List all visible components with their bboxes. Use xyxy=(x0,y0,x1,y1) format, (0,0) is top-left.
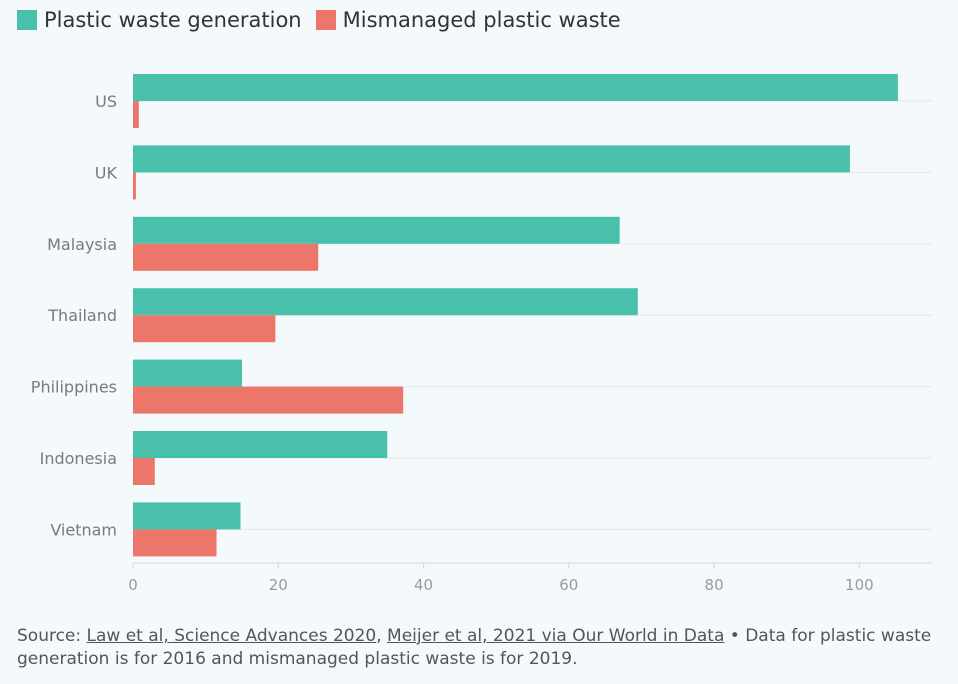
bar-chart: 0 20 40 60 80 100 US UK Malaysia Thailand Philippi… xyxy=(31,74,932,594)
legend-label-mismanaged: Mismanaged plastic waste xyxy=(342,8,621,32)
legend-swatch-mismanaged xyxy=(315,10,336,30)
x-tick-label: 20 xyxy=(269,576,288,594)
bar-mismanaged xyxy=(133,315,276,343)
x-tick-label: 0 xyxy=(128,576,138,594)
bar-generation xyxy=(133,288,638,316)
bar-generation xyxy=(133,145,850,173)
x-tick-label: 80 xyxy=(705,576,724,594)
bar-generation xyxy=(133,431,388,458)
legend-item-mismanaged-plastic-waste[interactable]: Mismanaged plastic waste xyxy=(315,8,621,32)
category-label: Indonesia xyxy=(40,449,117,468)
bar-mismanaged xyxy=(133,101,139,128)
legend-item-plastic-waste-generation[interactable]: Plastic waste generation xyxy=(17,8,302,32)
bar-mismanaged xyxy=(133,172,136,200)
bar-mismanaged xyxy=(133,386,404,414)
bar-generation xyxy=(133,74,898,101)
bar-generation xyxy=(133,216,620,244)
source-separator: , xyxy=(376,626,388,646)
category-label: Malaysia xyxy=(47,235,117,254)
source-link-meijer[interactable]: Meijer et al, 2021 via Our World in Data xyxy=(387,626,725,646)
bar-generation xyxy=(133,359,242,387)
bar-mismanaged xyxy=(133,529,217,557)
legend-label-generation: Plastic waste generation xyxy=(44,8,302,32)
x-tick-label: 60 xyxy=(559,576,578,594)
source-link-law[interactable]: Law et al, Science Advances 2020 xyxy=(86,626,377,646)
x-tick-label: 40 xyxy=(414,576,433,594)
x-tick-label: 100 xyxy=(845,576,874,594)
legend: Plastic waste generation Mismanaged plas… xyxy=(17,6,635,34)
source-prefix: Source: xyxy=(17,626,87,646)
bar-generation xyxy=(133,502,241,530)
source-note-text: • Data for plastic waste generation is f… xyxy=(17,626,932,669)
source-note: Source: Law et al, Science Advances 2020… xyxy=(17,625,942,671)
bar-mismanaged xyxy=(133,458,155,485)
category-label: UK xyxy=(95,163,118,182)
category-label: Vietnam xyxy=(50,520,117,539)
legend-swatch-generation xyxy=(17,10,37,30)
bar-mismanaged xyxy=(133,243,319,271)
category-label: Philippines xyxy=(31,378,117,397)
category-label: US xyxy=(95,92,117,111)
category-label: Thailand xyxy=(47,306,117,325)
